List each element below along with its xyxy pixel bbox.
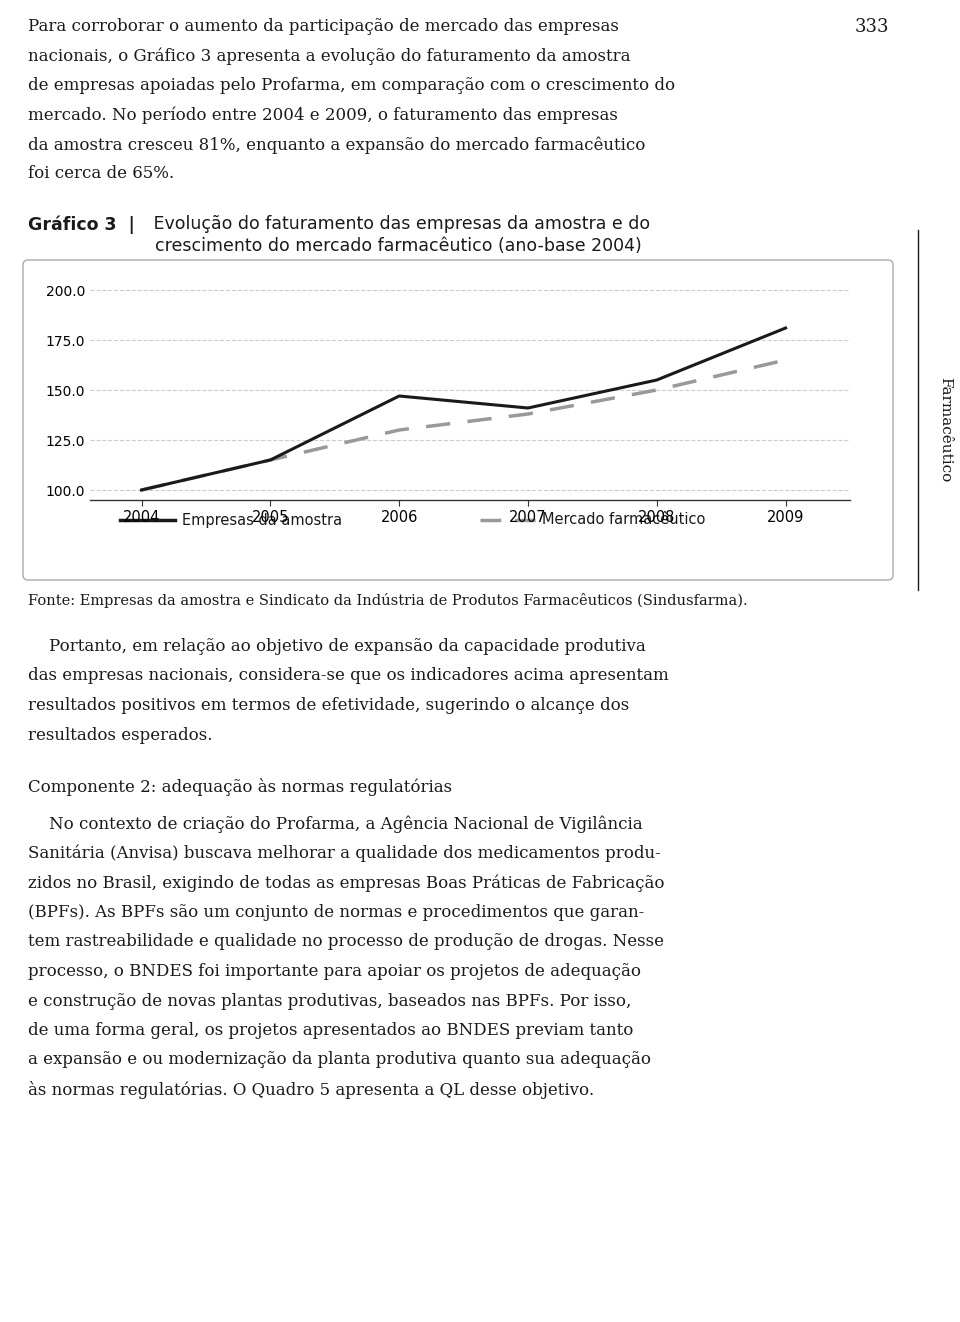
Text: foi cerca de 65%.: foi cerca de 65%. — [28, 165, 174, 182]
Text: às normas regulatórias. O Quadro 5 apresenta a QL desse objetivo.: às normas regulatórias. O Quadro 5 apres… — [28, 1081, 594, 1099]
Text: a expansão e ou modernização da planta produtiva quanto sua adequação: a expansão e ou modernização da planta p… — [28, 1051, 651, 1068]
Text: Componente 2: adequação às normas regulatórias: Componente 2: adequação às normas regula… — [28, 779, 452, 796]
Text: Fonte: Empresas da amostra e Sindicato da Indústria de Produtos Farmacêuticos (S: Fonte: Empresas da amostra e Sindicato d… — [28, 594, 748, 608]
Text: nacionais, o Gráfico 3 apresenta a evolução do faturamento da amostra: nacionais, o Gráfico 3 apresenta a evolu… — [28, 48, 631, 65]
Text: de uma forma geral, os projetos apresentados ao BNDES previam tanto: de uma forma geral, os projetos apresent… — [28, 1022, 634, 1039]
Text: mercado. No período entre 2004 e 2009, o faturamento das empresas: mercado. No período entre 2004 e 2009, o… — [28, 107, 618, 124]
Text: Evolução do faturamento das empresas da amostra e do: Evolução do faturamento das empresas da … — [148, 215, 650, 233]
Text: processo, o BNDES foi importante para apoiar os projetos de adequação: processo, o BNDES foi importante para ap… — [28, 962, 641, 980]
Text: da amostra cresceu 81%, enquanto a expansão do mercado farmacêutico: da amostra cresceu 81%, enquanto a expan… — [28, 136, 645, 153]
Text: de empresas apoiadas pelo Profarma, em comparação com o crescimento do: de empresas apoiadas pelo Profarma, em c… — [28, 77, 675, 94]
Text: Portanto, em relação ao objetivo de expansão da capacidade produtiva: Portanto, em relação ao objetivo de expa… — [28, 639, 646, 654]
Text: tem rastreabilidade e qualidade no processo de produção de drogas. Nesse: tem rastreabilidade e qualidade no proce… — [28, 933, 664, 951]
Text: Mercado farmacêutico: Mercado farmacêutico — [542, 513, 706, 527]
Text: No contexto de criação do Profarma, a Agência Nacional de Vigilância: No contexto de criação do Profarma, a Ag… — [28, 816, 642, 833]
Text: zidos no Brasil, exigindo de todas as empresas Boas Práticas de Fabricação: zidos no Brasil, exigindo de todas as em… — [28, 874, 664, 892]
Text: Empresas da amostra: Empresas da amostra — [182, 513, 342, 527]
Text: Farmacêutico: Farmacêutico — [938, 377, 952, 483]
Text: Gráfico 3  |: Gráfico 3 | — [28, 215, 141, 234]
Text: resultados esperados.: resultados esperados. — [28, 727, 212, 743]
Text: resultados positivos em termos de efetividade, sugerindo o alcançe dos: resultados positivos em termos de efetiv… — [28, 697, 629, 714]
Text: (BPFs). As BPFs são um conjunto de normas e procedimentos que garan-: (BPFs). As BPFs são um conjunto de norma… — [28, 904, 644, 921]
Text: 333: 333 — [855, 19, 890, 36]
Text: das empresas nacionais, considera-se que os indicadores acima apresentam: das empresas nacionais, considera-se que… — [28, 668, 669, 685]
Text: crescimento do mercado farmacêutico (ano-base 2004): crescimento do mercado farmacêutico (ano… — [155, 237, 641, 255]
Text: Sanitária (Anvisa) buscava melhorar a qualidade dos medicamentos produ-: Sanitária (Anvisa) buscava melhorar a qu… — [28, 845, 660, 862]
Text: e construção de novas plantas produtivas, baseados nas BPFs. Por isso,: e construção de novas plantas produtivas… — [28, 993, 632, 1010]
Text: Para corroborar o aumento da participação de mercado das empresas: Para corroborar o aumento da participaçã… — [28, 19, 619, 34]
